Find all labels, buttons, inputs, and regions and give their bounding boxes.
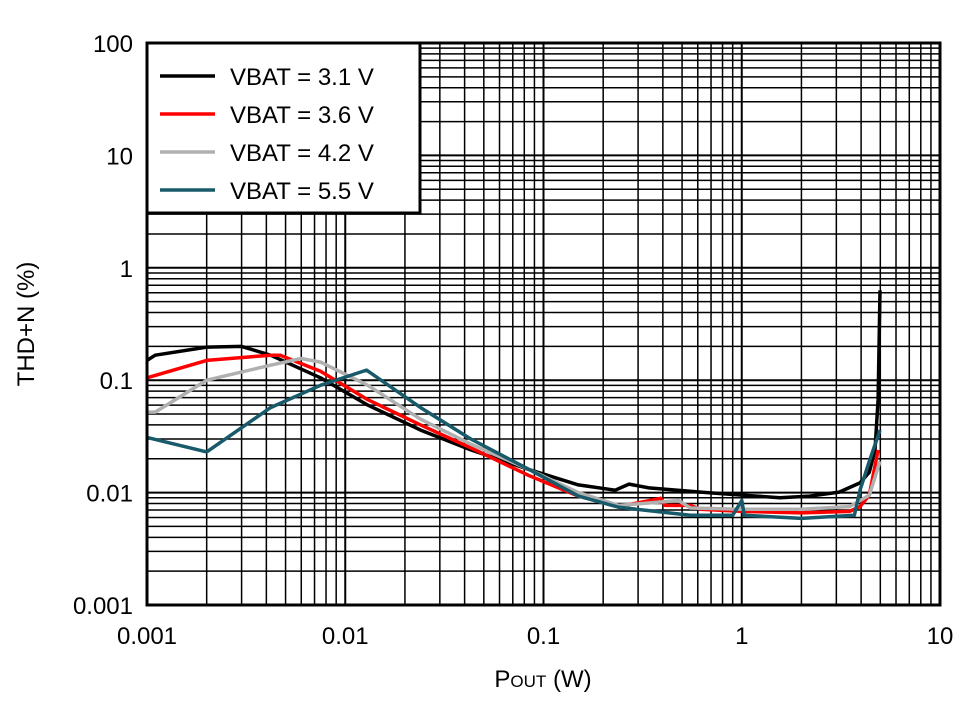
x-tick-label: 0.001: [117, 623, 177, 650]
x-axis-label-unit: (W): [546, 666, 591, 693]
legend-label: VBAT = 3.1 V: [230, 64, 374, 91]
legend: VBAT = 3.1 V VBAT = 3.6 V VBAT = 4.2 V VBAT…: [145, 41, 422, 215]
x-tick-label: 0.1: [527, 623, 560, 650]
tick-labels: 0.001 0.01 0.1 1 10 0.001 0.01 0.1 1 10 100: [73, 31, 953, 650]
x-axis-label-subscript: OUT: [510, 672, 546, 691]
x-tick-label: 0.01: [322, 623, 369, 650]
x-axis-label: POUT (W): [494, 666, 591, 693]
legend-label: VBAT = 5.5 V: [230, 178, 374, 205]
x-tick-label: 10: [927, 623, 954, 650]
x-tick-label: 1: [735, 623, 748, 650]
legend-label: VBAT = 3.6 V: [230, 102, 374, 129]
series-lines: [146, 290, 882, 521]
y-tick-label: 10: [106, 143, 133, 170]
plot-frame: [145, 41, 942, 607]
y-axis-label: THD+N (%): [13, 262, 40, 387]
series-line: [146, 368, 882, 521]
legend-box: [145, 41, 422, 215]
y-tick-label: 0.01: [86, 481, 133, 508]
y-tick-label: 1: [120, 256, 133, 283]
x-axis-label-main: P: [494, 666, 510, 693]
y-tick-label: 0.1: [100, 368, 133, 395]
y-tick-label: 0.001: [73, 593, 133, 620]
legend-label: VBAT = 4.2 V: [230, 140, 374, 167]
y-tick-label: 100: [93, 31, 133, 58]
